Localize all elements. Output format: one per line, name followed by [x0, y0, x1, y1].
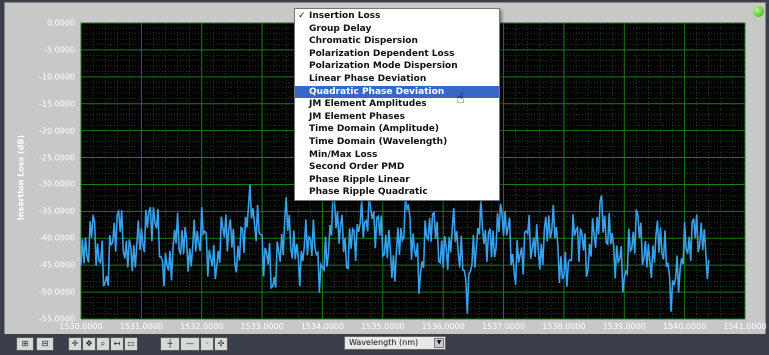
checkmark-icon: ✓	[298, 11, 306, 21]
y-tick-label: -50.0000	[39, 287, 75, 297]
x-axis-unit-value: Wavelength (nm)	[349, 338, 419, 347]
y-tick-label: -55.0000	[39, 314, 75, 324]
menu-item-label: Group Delay	[309, 23, 372, 34]
line-tool-icon[interactable]: —	[180, 337, 200, 351]
menu-item-label: Time Domain (Amplitude)	[309, 124, 440, 135]
y-tick-label: 0.0000	[47, 18, 75, 28]
y-tick-label: -45.0000	[39, 260, 75, 270]
menu-item-label: Insertion Loss	[309, 11, 381, 21]
y-tick-label: -20.0000	[39, 126, 75, 136]
menu-item-label: Second Order PMD	[309, 162, 405, 173]
menu-item-label: Phase Ripple Quadratic	[309, 187, 428, 198]
menu-item-label: Polarization Mode Dispersion	[309, 61, 458, 72]
x-tick-label: 1539.0000	[602, 322, 646, 331]
cursor-tool-icon[interactable]: ✛	[68, 337, 82, 351]
menu-item[interactable]: ✓ Insertion Loss	[295, 10, 499, 23]
insertion-loss-trace	[80, 184, 710, 314]
menu-item[interactable]: Chromatic Dispersion	[295, 35, 499, 48]
menu-item[interactable]: Min/Max Loss	[295, 149, 499, 162]
point-tool-icon[interactable]: ·	[200, 337, 214, 351]
x-tick-label: 1535.0000	[361, 322, 405, 331]
y-tick-label: -5.0000	[44, 45, 75, 55]
zoom-tool-icon[interactable]: ⌕	[96, 337, 110, 351]
y-tick-label: -15.0000	[39, 99, 75, 109]
measurement-dropdown-menu[interactable]: ✓ Insertion Loss Group Delay Chromatic Disp…	[294, 8, 500, 201]
y-tick-label: -35.0000	[39, 206, 75, 216]
x-tick-label: 1530.0000	[59, 322, 103, 331]
zoom-in-icon[interactable]: ⊞	[16, 337, 34, 351]
menu-item[interactable]: Group Delay	[295, 23, 499, 36]
x-tick-label: 1534.0000	[300, 322, 345, 331]
hand-cursor-icon: ☝	[456, 91, 465, 107]
menu-item[interactable]: Time Domain (Wavelength)	[295, 136, 499, 149]
menu-item[interactable]: Linear Phase Deviation	[295, 73, 499, 86]
y-tick-label: -25.0000	[39, 153, 75, 163]
marker-tool-icon[interactable]: ┼	[160, 337, 180, 351]
menu-item-label: Linear Phase Deviation	[309, 73, 427, 84]
menu-item-label: Chromatic Dispersion	[309, 36, 418, 47]
x-tick-label: 1540.0000	[662, 322, 707, 331]
x-tick-label: 1537.0000	[481, 322, 526, 331]
pan-tool-icon[interactable]: ✥	[82, 337, 96, 351]
y-tick-label: -40.0000	[39, 233, 75, 243]
status-led-icon	[753, 6, 764, 17]
menu-item[interactable]: Polarization Dependent Loss	[295, 48, 499, 61]
y-tick-label: -10.0000	[39, 72, 75, 82]
x-tick-label: 1533.0000	[240, 322, 284, 331]
x-axis-unit-select[interactable]: Wavelength (nm) ▼	[344, 336, 446, 350]
x-tick-label: 1531.0000	[119, 322, 163, 331]
menu-item-label: Time Domain (Wavelength)	[309, 136, 448, 147]
menu-item[interactable]: Quadratic Phase Deviation	[295, 85, 499, 99]
fit-tool-icon[interactable]: ▭	[124, 337, 138, 351]
menu-item[interactable]: Time Domain (Amplitude)	[295, 123, 499, 136]
menu-item-label: Quadratic Phase Deviation	[309, 86, 445, 97]
menu-item-label: Min/Max Loss	[309, 149, 378, 160]
menu-item[interactable]: JM Element Amplitudes	[295, 98, 499, 111]
x-tick-label: 1532.0000	[180, 322, 224, 331]
menu-item-label: JM Element Phases	[309, 111, 405, 122]
y-axis-label: Insertion Loss (dB)	[16, 134, 26, 221]
zoom-out-icon[interactable]: ⊟	[36, 337, 54, 351]
menu-item[interactable]: Phase Ripple Quadratic	[295, 186, 499, 199]
x-tick-label: 1541.0000	[723, 322, 767, 331]
x-tick-label: 1538.0000	[542, 322, 586, 331]
menu-item[interactable]: Phase Ripple Linear	[295, 174, 499, 187]
y-tick-label: -30.0000	[39, 179, 75, 189]
menu-item-label: JM Element Amplitudes	[309, 99, 427, 110]
menu-item-label: Phase Ripple Linear	[309, 174, 410, 185]
menu-item[interactable]: Second Order PMD	[295, 161, 499, 174]
menu-item-label: Polarization Dependent Loss	[309, 48, 455, 59]
menu-item[interactable]: Polarization Mode Dispersion	[295, 60, 499, 73]
menu-item[interactable]: JM Element Phases	[295, 111, 499, 124]
x-tick-label: 1536.0000	[421, 322, 465, 331]
scale-tool-icon[interactable]: ↤	[110, 337, 124, 351]
crosshair-tool-icon[interactable]: ✣	[214, 337, 228, 351]
chevron-down-icon[interactable]: ▼	[434, 338, 444, 348]
